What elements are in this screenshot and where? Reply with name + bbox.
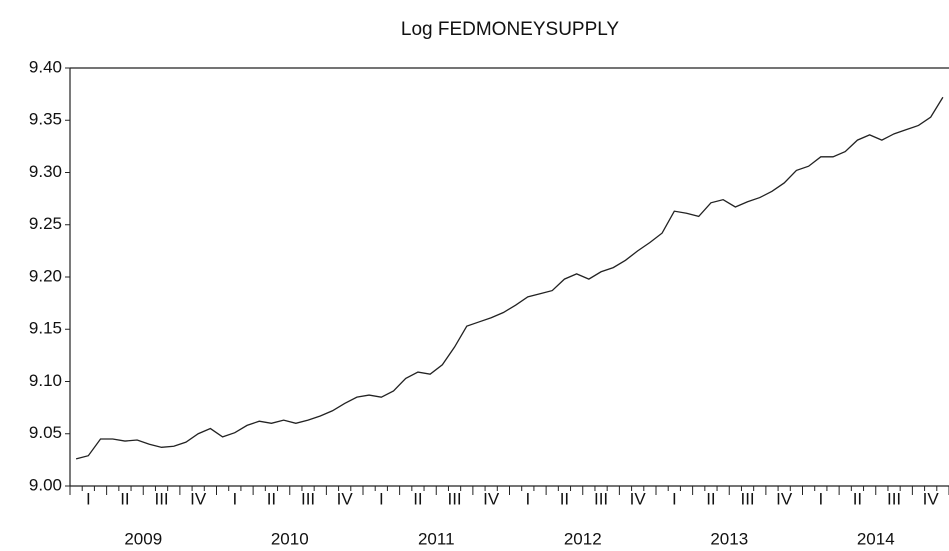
x-tick-label: IV <box>923 489 940 508</box>
x-tick-label: IV <box>776 489 793 508</box>
x-tick-label: I <box>525 489 530 508</box>
chart-title: Log FEDMONEYSUPPLY <box>401 19 620 40</box>
x-year-label: 2013 <box>710 529 748 548</box>
x-tick-label: IV <box>483 489 500 508</box>
x-tick-label: IV <box>630 489 647 508</box>
y-tick-label: 9.00 <box>29 475 62 494</box>
x-tick-label: I <box>818 489 823 508</box>
y-tick-label: 9.35 <box>29 110 62 129</box>
x-year-label: 2009 <box>124 529 162 548</box>
x-tick-label: III <box>887 489 901 508</box>
x-tick-label: I <box>672 489 677 508</box>
x-tick-label: III <box>154 489 168 508</box>
y-tick-label: 9.40 <box>29 57 62 76</box>
x-year-label: 2011 <box>418 529 455 548</box>
x-tick-label: II <box>413 489 422 508</box>
x-tick-label: IV <box>337 489 354 508</box>
y-tick-label: 9.15 <box>29 319 62 338</box>
x-tick-label: III <box>594 489 608 508</box>
x-tick-label: II <box>120 489 129 508</box>
x-year-label: 2012 <box>564 529 602 548</box>
y-tick-label: 9.05 <box>29 423 62 442</box>
x-tick-label: IV <box>190 489 207 508</box>
y-tick-label: 9.20 <box>29 266 62 285</box>
x-year-label: 2010 <box>271 529 309 548</box>
x-tick-label: II <box>560 489 569 508</box>
x-tick-label: II <box>853 489 862 508</box>
x-tick-label: III <box>447 489 461 508</box>
x-year-label: 2014 <box>857 529 895 548</box>
y-tick-label: 9.10 <box>29 371 62 390</box>
x-tick-label: III <box>740 489 754 508</box>
x-tick-label: I <box>379 489 384 508</box>
x-tick-label: I <box>86 489 91 508</box>
y-tick-label: 9.25 <box>29 214 62 233</box>
x-tick-label: I <box>232 489 237 508</box>
x-tick-label: II <box>706 489 715 508</box>
x-tick-label: II <box>267 489 276 508</box>
data-line <box>75 96 944 460</box>
x-tick-label: III <box>301 489 315 508</box>
y-tick-label: 9.30 <box>29 162 62 181</box>
